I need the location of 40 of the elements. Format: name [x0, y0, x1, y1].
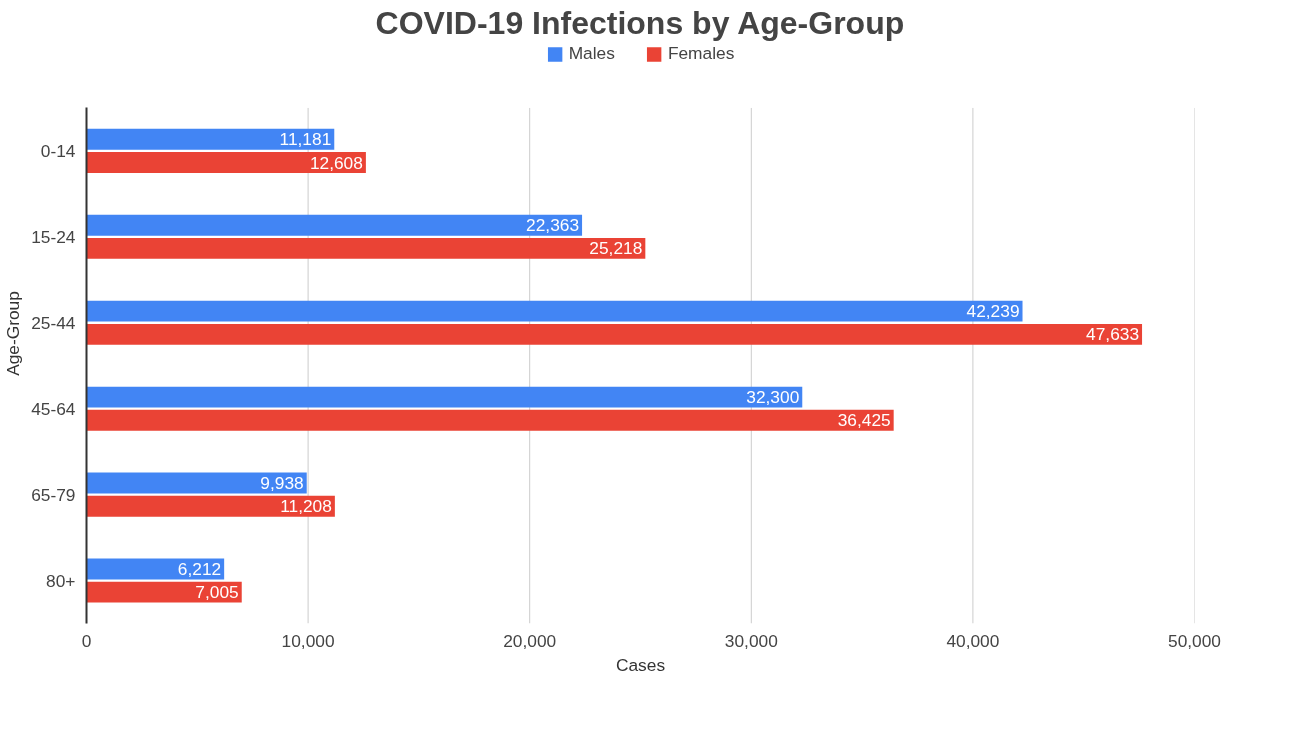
data-label: 11,208 [280, 496, 332, 517]
x-axis-title: Cases [615, 654, 666, 675]
bar [86, 237, 646, 259]
data-label: 42,239 [966, 301, 1020, 322]
data-label: 12,608 [309, 152, 363, 173]
y-tick-label: 80+ [46, 570, 76, 591]
y-tick-label: 0-14 [40, 140, 76, 161]
data-label: 47,633 [1086, 324, 1140, 345]
data-label: 11,181 [279, 129, 332, 150]
bar [86, 495, 335, 517]
x-tick-label: 30,000 [724, 630, 778, 651]
y-axis-title: Age-Group [3, 291, 24, 376]
y-tick-label: 25-44 [31, 312, 76, 333]
x-tick-label: 50,000 [1168, 630, 1221, 651]
data-label: 36,425 [837, 410, 891, 431]
x-tick-label: 0 [81, 630, 92, 651]
bar [86, 152, 366, 173]
data-label: 9,938 [260, 473, 304, 494]
bar [86, 323, 1143, 345]
data-label: 7,005 [195, 582, 239, 603]
x-tick-label: 20,000 [503, 630, 557, 651]
data-label: 22,363 [526, 215, 580, 236]
chart-title: COVID-19 Infections by Age-Group [375, 5, 905, 41]
bar [86, 581, 242, 603]
y-tick-label: 65-79 [31, 484, 76, 505]
bar [86, 128, 335, 150]
bar [86, 386, 803, 408]
legend-label: Males [568, 43, 615, 64]
bar [86, 300, 1023, 322]
data-label: 25,218 [589, 238, 643, 259]
legend-label: Females [667, 43, 735, 64]
bar [86, 558, 225, 580]
y-tick-label: 45-64 [31, 398, 76, 419]
bar [86, 214, 583, 236]
bar [86, 409, 894, 431]
x-tick-label: 40,000 [946, 630, 1000, 651]
x-tick-label: 10,000 [281, 630, 335, 651]
data-label: 6,212 [177, 558, 222, 579]
data-label: 32,300 [746, 387, 800, 408]
y-tick-label: 15-24 [31, 226, 76, 247]
